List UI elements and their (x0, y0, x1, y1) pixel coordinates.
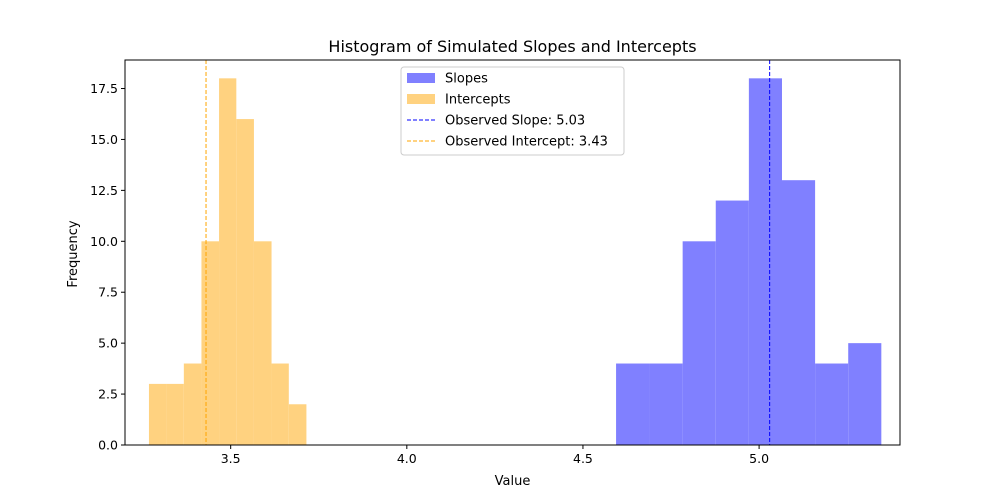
x-tick-label: 4.5 (573, 451, 593, 466)
y-tick-label: 10.0 (90, 234, 118, 249)
bar-intercepts-8 (288, 404, 307, 445)
bar-slopes-5 (781, 180, 816, 445)
legend-box (400, 66, 625, 156)
bar-intercepts-4 (219, 78, 237, 445)
bar-intercepts-7 (271, 363, 289, 445)
x-tick-label: 5.0 (749, 451, 769, 466)
legend: Slopes Intercepts Observed Slope: 5.03 Obse… (400, 66, 625, 156)
y-tick-label: 7.5 (98, 285, 118, 300)
y-tick-label: 12.5 (90, 183, 118, 198)
bar-slopes-2 (682, 241, 716, 445)
y-axis: 0.0 2.5 5.0 7.5 10.0 12.5 15.0 17.5 (90, 81, 125, 453)
y-tick-label: 17.5 (90, 81, 118, 96)
legend-label: Observed Slope: 5.03 (445, 114, 585, 129)
x-axis: 3.5 4.0 4.5 5.0 (221, 445, 769, 466)
reference-lines-layer (205, 60, 771, 445)
y-tick-label: 2.5 (98, 387, 118, 402)
y-tick-label: 15.0 (90, 132, 118, 147)
bar-intercepts-0 (148, 383, 167, 445)
x-tick-label: 3.5 (221, 451, 241, 466)
plot-frame (124, 59, 901, 446)
y-tick-label: 5.0 (98, 336, 118, 351)
x-axis-label: Value (495, 474, 531, 489)
x-tick-label: 4.0 (397, 451, 417, 466)
legend-swatch (407, 73, 435, 83)
bar-intercepts-5 (236, 119, 254, 446)
legend-label: Observed Intercept: 3.43 (445, 135, 608, 150)
bars-layer (148, 78, 882, 446)
legend-label: Intercepts (445, 93, 511, 108)
bar-slopes-0 (616, 363, 650, 445)
bar-intercepts-3 (201, 241, 220, 445)
y-axis-label: Frequency (66, 220, 81, 287)
bar-intercepts-1 (166, 383, 184, 445)
bar-slopes-3 (715, 200, 749, 445)
bar-intercepts-6 (253, 241, 272, 445)
bar-slopes-7 (848, 343, 882, 445)
bar-slopes-4 (748, 78, 782, 445)
bar-slopes-1 (649, 363, 683, 445)
legend-swatch (407, 94, 435, 104)
bar-intercepts-2 (183, 363, 202, 445)
chart-title: Histogram of Simulated Slopes and Interc… (328, 37, 696, 56)
legend-label: Slopes (445, 72, 488, 87)
bar-slopes-6 (815, 363, 849, 445)
y-tick-label: 0.0 (98, 438, 118, 453)
